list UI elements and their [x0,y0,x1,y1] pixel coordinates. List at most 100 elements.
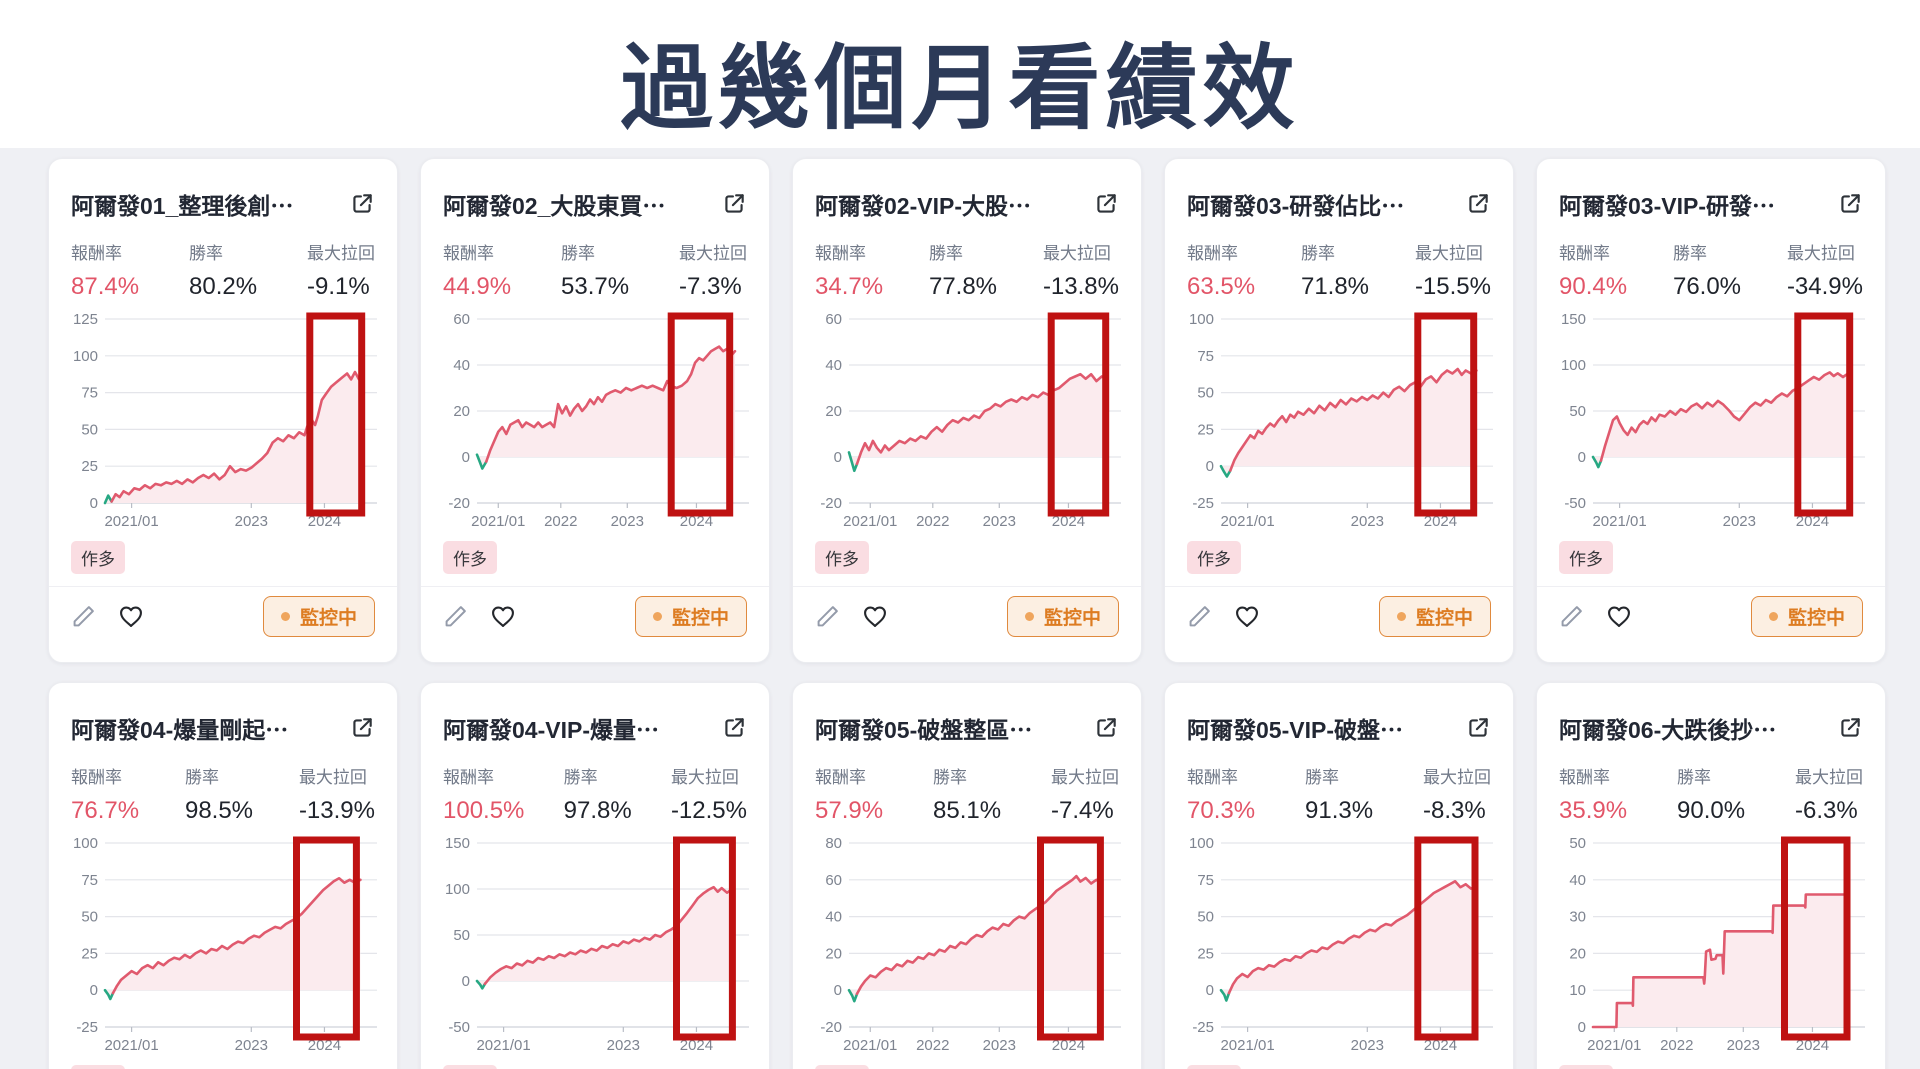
edit-icon[interactable] [815,603,841,629]
return-label: 報酬率 [71,768,122,787]
favorite-icon[interactable] [1233,602,1261,630]
return-metric: 報酬率 70.3% [1187,763,1255,825]
tag-row: 作多 [443,541,747,574]
external-link-icon[interactable] [1465,715,1491,741]
y-tick-label: 0 [834,982,842,999]
x-tick-label: 2023 [611,513,644,530]
y-tick-label: 0 [1206,458,1214,475]
return-label: 報酬率 [443,244,494,263]
y-tick-label: 80 [825,835,842,852]
x-tick-label: 2021/01 [471,513,525,530]
tag-row: 作多 [71,541,375,574]
monitoring-button[interactable]: 監控中 [1007,595,1119,637]
y-tick-label: 100 [1561,357,1586,374]
y-tick-label: 50 [81,909,98,926]
y-tick-label: 25 [1197,421,1214,438]
external-link-icon[interactable] [1093,715,1119,741]
performance-chart: 100 75 50 25 0 -25 2021/01 2023 2024 [73,835,377,1054]
x-tick-label: 2023 [235,1037,268,1054]
win-rate-metric: 勝率 71.8% [1301,239,1369,301]
return-label: 報酬率 [1559,244,1610,263]
performance-chart: 125 100 75 50 25 0 2021/01 2023 2024 [73,311,377,530]
metrics-row: 報酬率 35.9% 勝率 90.0% 最大拉回 -6.3% [1559,763,1863,825]
win-rate-label: 勝率 [561,244,595,263]
return-label: 報酬率 [1187,768,1238,787]
monitoring-label: 監控中 [1415,607,1473,629]
y-tick-label: 30 [1569,909,1586,926]
card-title: 阿爾發01_整理後創⋯ [71,193,294,219]
monitoring-button[interactable]: 監控中 [635,595,747,637]
card-title: 阿爾發03-研發佔比⋯ [1187,193,1405,219]
card-actions: 監控中 [71,587,375,645]
win-rate-value: 76.0% [1672,273,1742,300]
y-tick-label: 0 [462,973,470,990]
return-metric: 報酬率 35.9% [1559,763,1627,825]
edit-icon[interactable] [71,603,97,629]
external-link-icon[interactable] [1837,191,1863,217]
divider [793,586,1141,587]
win-rate-label: 勝率 [189,244,223,263]
y-tick-label: 0 [462,449,470,466]
edit-icon[interactable] [443,603,469,629]
max-drawdown-metric: 最大拉回 -7.3% [679,239,747,301]
return-value: 57.9% [815,797,884,824]
highlight-box-2024 [673,836,736,1041]
y-tick-label: 40 [825,909,842,926]
highlight-box-2024 [1781,836,1851,1041]
monitoring-button[interactable]: 監控中 [1751,595,1863,637]
monitoring-label: 監控中 [1787,607,1845,629]
external-link-icon[interactable] [349,191,375,217]
external-link-icon[interactable] [1837,715,1863,741]
chart-area: 100 75 50 25 0 -25 2021/01 2023 2024 [1177,833,1497,1059]
win-rate-metric: 勝率 80.2% [189,239,257,301]
y-tick-label: 100 [1189,835,1214,852]
return-metric: 報酬率 63.5% [1187,239,1255,301]
card-title: 阿爾發04-VIP-爆量⋯ [443,717,659,743]
y-tick-label: -20 [820,1019,842,1036]
favorite-icon[interactable] [1605,602,1633,630]
y-tick-label: 100 [73,835,98,852]
max-drawdown-metric: 最大拉回 -9.1% [307,239,375,301]
win-rate-metric: 勝率 76.0% [1673,239,1741,301]
strategy-grid: 阿爾發01_整理後創⋯ 報酬率 87.4% 勝率 80.2% 最大拉回 -9.1% 125 10… [48,158,1886,1069]
strategy-card: 阿爾發01_整理後創⋯ 報酬率 87.4% 勝率 80.2% 最大拉回 -9.1% 125 10… [48,158,398,663]
position-tag: 作多 [443,1065,497,1069]
y-tick-label: 125 [73,311,98,328]
card-title-row: 阿爾發04-爆量剛起⋯ [71,711,375,745]
tag-row: 作多 [443,1065,747,1069]
x-tick-label: 2021/01 [1587,1037,1641,1054]
x-tick-label: 2024 [1424,1037,1457,1054]
y-tick-label: 40 [453,357,470,374]
max-drawdown-metric: 最大拉回 -6.3% [1795,763,1863,825]
card-actions: 監控中 [443,587,747,645]
tag-row: 作多 [1187,541,1491,574]
external-link-icon[interactable] [1093,191,1119,217]
external-link-icon[interactable] [721,715,747,741]
edit-icon[interactable] [1559,603,1585,629]
win-rate-value: 80.2% [189,273,258,300]
monitoring-button[interactable]: 監控中 [1379,595,1491,637]
external-link-icon[interactable] [1465,191,1491,217]
position-tag: 作多 [1187,1065,1241,1069]
monitoring-button[interactable]: 監控中 [263,595,375,637]
return-metric: 報酬率 57.9% [815,763,883,825]
external-link-icon[interactable] [349,715,375,741]
edit-icon[interactable] [1187,603,1213,629]
chart-area: 150 100 50 0 -50 2021/01 2023 2024 [1549,309,1869,535]
status-dot-icon [1396,611,1406,621]
max-drawdown-metric: 最大拉回 -15.5% [1415,239,1491,301]
external-link-icon[interactable] [721,191,747,217]
x-tick-label: 2022 [1660,1037,1693,1054]
x-tick-label: 2023 [1351,513,1384,530]
max-drawdown-value: -15.5% [1414,273,1491,300]
favorite-icon[interactable] [117,602,145,630]
favorite-icon[interactable] [861,602,889,630]
tag-row: 作多 [815,1065,1119,1069]
tag-row: 作多 [1559,541,1863,574]
return-label: 報酬率 [815,768,866,787]
y-tick-label: -50 [448,1019,470,1036]
highlight-box-2024 [293,836,360,1041]
favorite-icon[interactable] [489,602,517,630]
max-drawdown-value: -34.9% [1786,273,1863,300]
